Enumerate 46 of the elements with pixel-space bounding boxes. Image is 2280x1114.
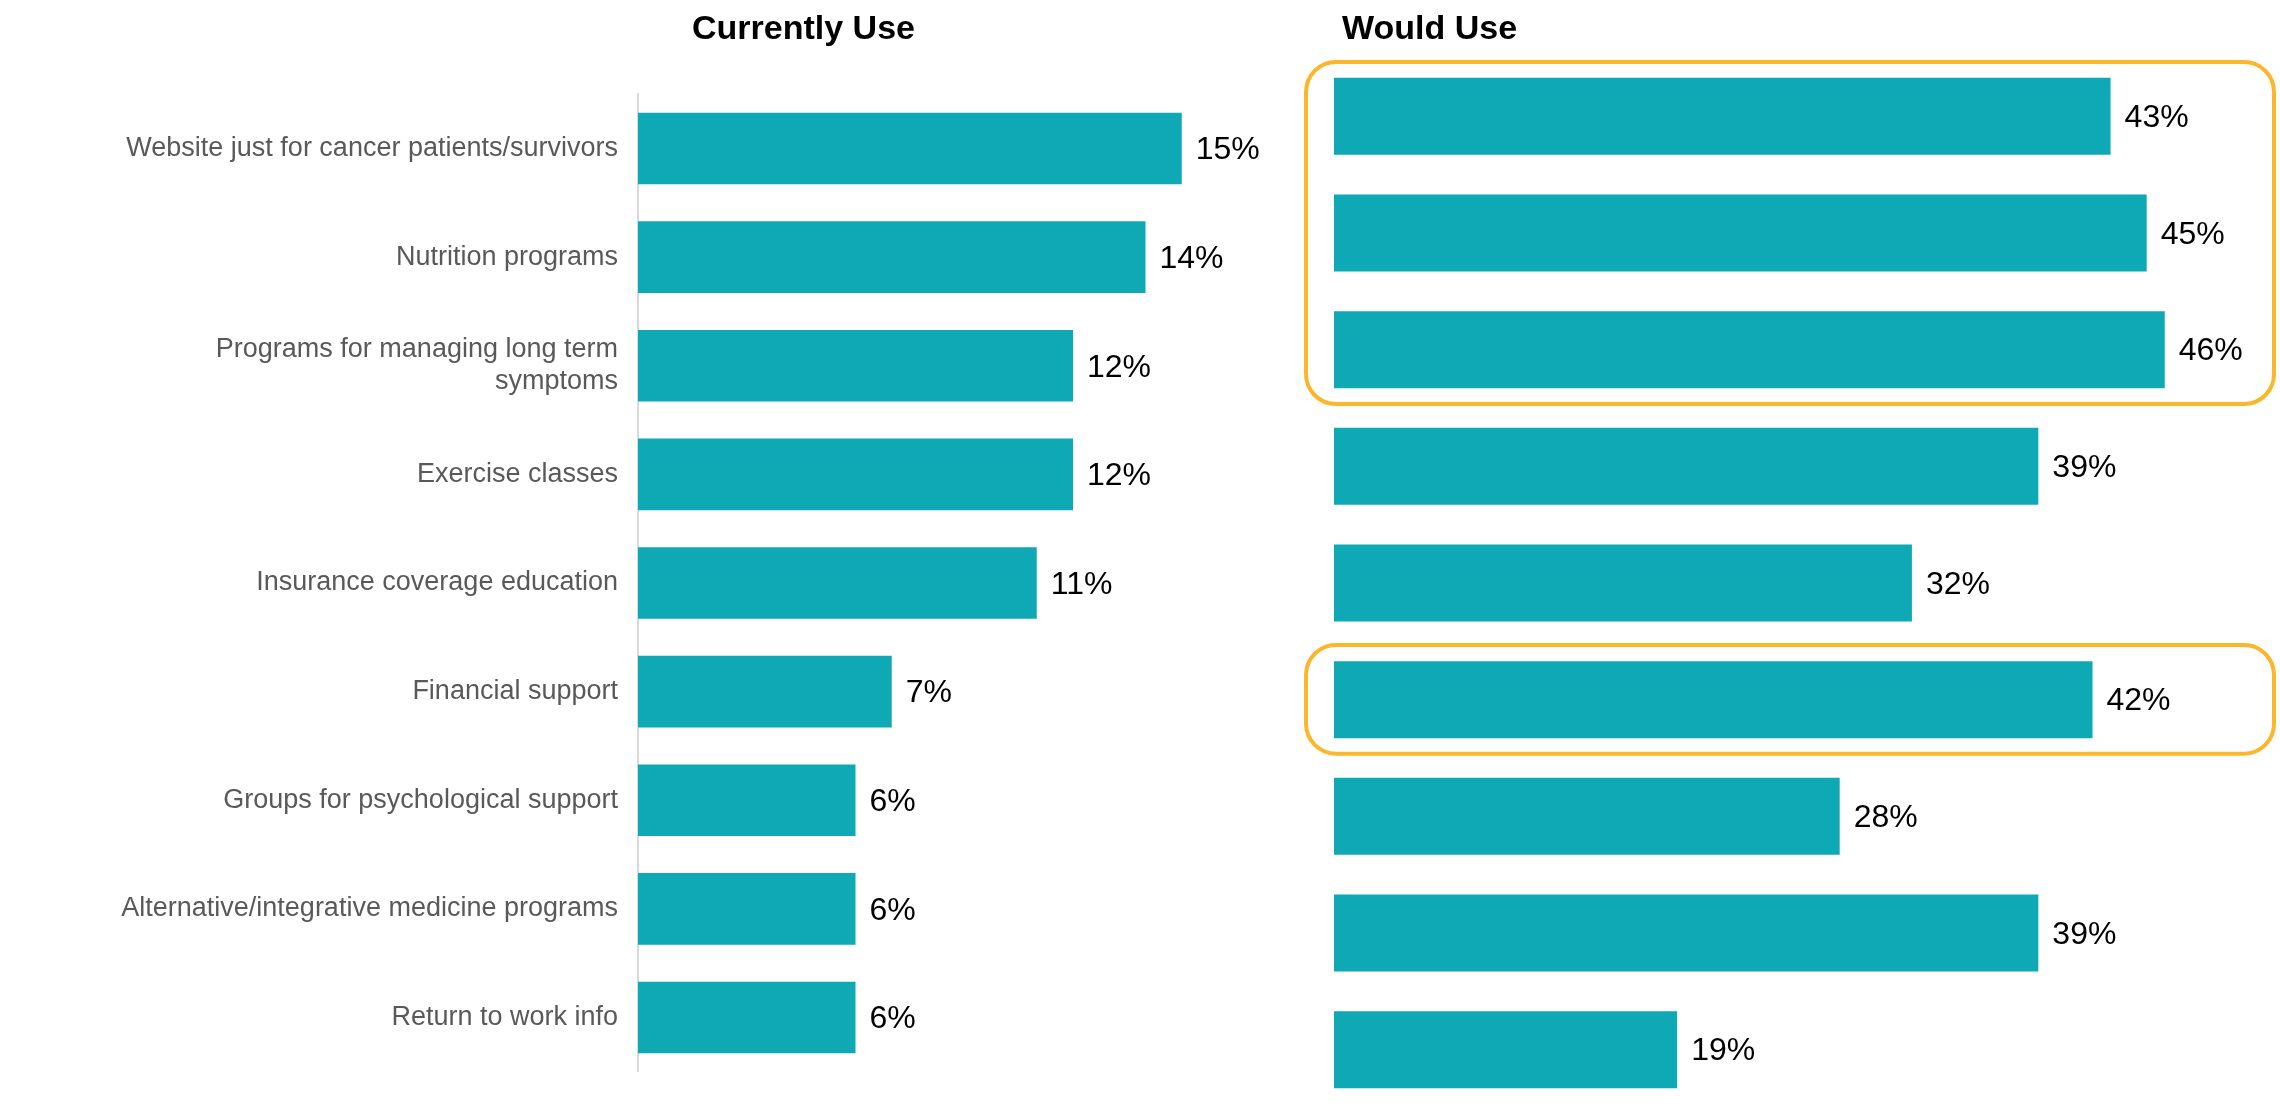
data-label: 42% <box>2106 681 2171 718</box>
y-tick-label: Alternative/integrative medicine programs <box>121 892 618 923</box>
y-tick-label: Return to work info <box>391 1000 618 1031</box>
data-label: 7% <box>905 673 952 710</box>
bar <box>1334 894 2039 972</box>
data-label: 39% <box>2052 448 2117 485</box>
data-label: 12% <box>1087 456 1152 493</box>
data-label: 46% <box>2178 331 2243 368</box>
data-label: 6% <box>869 890 916 927</box>
y-tick-label: Exercise classes <box>416 457 618 488</box>
bar <box>638 438 1073 511</box>
data-label: 45% <box>2160 214 2225 251</box>
bar <box>1334 544 1912 622</box>
data-label: 12% <box>1087 347 1152 384</box>
data-label: 39% <box>2052 914 2117 951</box>
bar <box>638 547 1037 619</box>
bar <box>1334 77 2111 155</box>
bar <box>638 981 856 1054</box>
data-label: 15% <box>1195 130 1260 167</box>
bar <box>638 329 1073 402</box>
chart-title: Currently Use <box>692 8 915 47</box>
bar <box>1334 194 2147 272</box>
y-tick-label: Financial support <box>412 675 619 706</box>
data-label: 11% <box>1050 564 1113 601</box>
y-tick-label: Groups for psychological support <box>223 783 619 814</box>
bar <box>1334 311 2165 389</box>
bar <box>638 655 892 728</box>
data-label: 32% <box>1925 564 1990 601</box>
data-label: 6% <box>869 782 916 819</box>
data-label: 43% <box>2124 98 2189 135</box>
bar <box>638 221 1146 293</box>
bar <box>1334 777 1840 855</box>
bar <box>638 112 1182 185</box>
data-label: 14% <box>1159 238 1224 275</box>
bar <box>1334 427 2039 505</box>
data-label: 6% <box>869 999 916 1036</box>
y-tick-label: Website just for cancer patients/survivors <box>126 131 618 162</box>
bar <box>638 873 856 945</box>
data-label: 19% <box>1691 1031 1756 1068</box>
data-label: 28% <box>1853 798 1918 835</box>
chart-title: Would Use <box>1342 8 1518 47</box>
y-tick-label: Nutrition programs <box>395 240 618 271</box>
bar <box>638 764 856 837</box>
bar <box>1334 1011 1678 1089</box>
y-tick-label: Insurance coverage education <box>256 566 618 597</box>
y-tick-label: Programs for managing long term symptoms <box>215 333 618 396</box>
